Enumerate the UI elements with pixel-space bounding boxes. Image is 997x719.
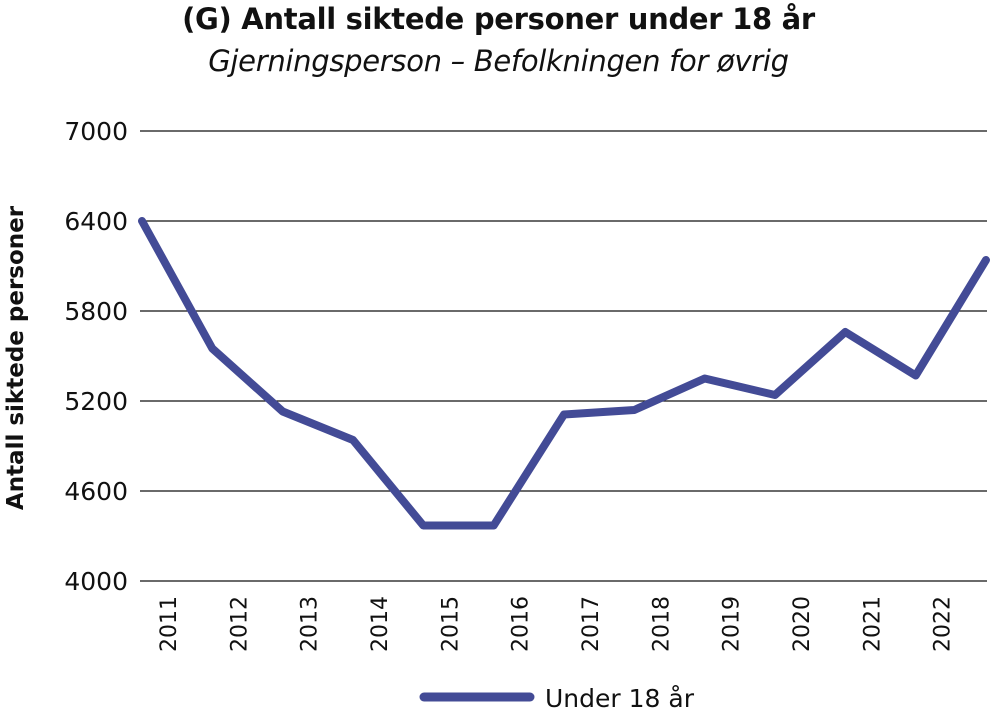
x-tick-label: 2012 — [227, 596, 252, 652]
series-group — [138, 217, 990, 530]
x-tick-label: 2019 — [720, 596, 745, 652]
y-axis-ticks: 4000 4600 5200 5800 6400 7000 — [64, 117, 128, 596]
y-tick-label: 6400 — [64, 207, 128, 236]
y-tick-label: 4600 — [64, 477, 128, 506]
x-tick-label: 2015 — [438, 596, 463, 652]
gridlines — [140, 130, 987, 582]
legend: Under 18 år — [419, 684, 695, 713]
legend-label: Under 18 år — [545, 684, 695, 713]
x-tick-label: 2018 — [649, 596, 674, 652]
x-tick-label: 2014 — [368, 596, 393, 652]
chart-title: (G) Antall siktede personer under 18 år — [182, 2, 815, 36]
x-tick-label: 2021 — [860, 596, 885, 652]
y-tick-label: 4000 — [64, 567, 128, 596]
series-line-0 — [138, 217, 990, 530]
y-tick-label: 5200 — [64, 387, 128, 416]
x-tick-label: 2011 — [157, 596, 182, 652]
y-tick-label: 7000 — [64, 117, 128, 146]
chart-subtitle: Gjerningsperson – Befolkningen for øvrig — [208, 44, 789, 78]
x-tick-label: 2013 — [298, 596, 323, 652]
x-axis-ticks: 2011 2012 2013 2014 2015 2016 2017 2018 2019 2020… — [157, 596, 956, 652]
y-axis-label: Antall siktede personer — [3, 205, 29, 510]
x-tick-label: 2020 — [790, 596, 815, 652]
y-tick-label: 5800 — [64, 297, 128, 326]
x-tick-label: 2016 — [509, 596, 534, 652]
x-tick-label: 2017 — [579, 596, 604, 652]
x-tick-label: 2022 — [931, 596, 956, 652]
